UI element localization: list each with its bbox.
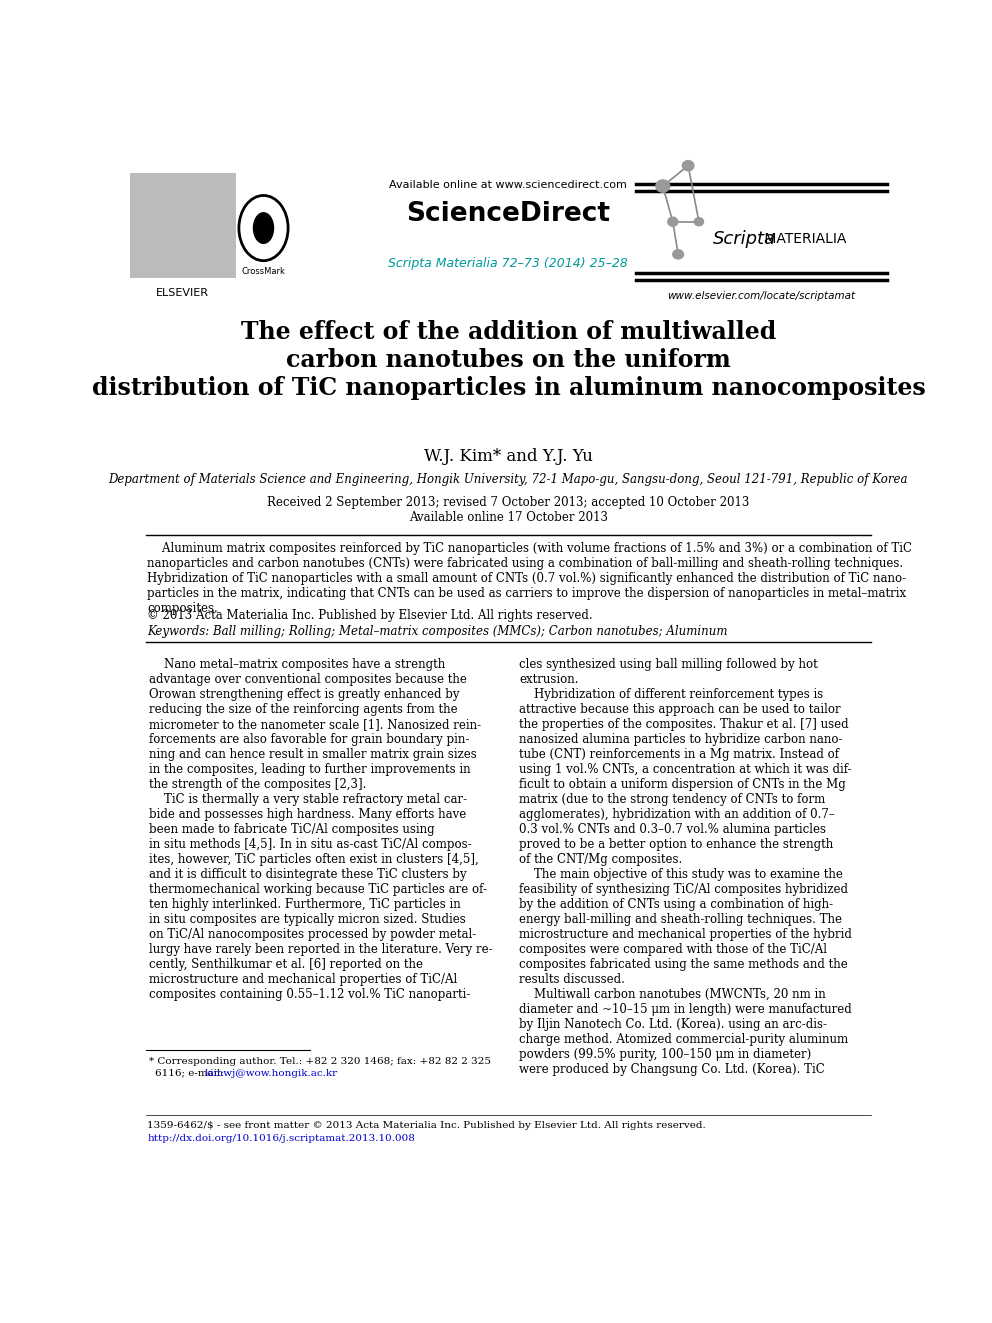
Ellipse shape	[673, 250, 683, 259]
Text: cles synthesized using ball milling followed by hot
extrusion.
    Hybridization: cles synthesized using ball milling foll…	[519, 658, 852, 1076]
Text: Available online at www.sciencedirect.com: Available online at www.sciencedirect.co…	[390, 180, 627, 191]
Text: * Corresponding author. Tel.: +82 2 320 1468; fax: +82 82 2 325: * Corresponding author. Tel.: +82 2 320 …	[149, 1057, 491, 1065]
Text: Scripta: Scripta	[713, 230, 776, 249]
Text: ELSEVIER: ELSEVIER	[156, 288, 208, 298]
Ellipse shape	[682, 160, 694, 171]
Text: Scripta Materialia 72–73 (2014) 25–28: Scripta Materialia 72–73 (2014) 25–28	[389, 257, 628, 270]
Ellipse shape	[656, 180, 670, 192]
Text: 1359-6462/$ - see front matter © 2013 Acta Materialia Inc. Published by Elsevier: 1359-6462/$ - see front matter © 2013 Ac…	[147, 1122, 706, 1130]
Ellipse shape	[254, 213, 274, 243]
Ellipse shape	[668, 217, 678, 226]
Bar	[130, 172, 236, 278]
Text: CrossMark: CrossMark	[242, 266, 286, 275]
Text: © 2013 Acta Materialia Inc. Published by Elsevier Ltd. All rights reserved.: © 2013 Acta Materialia Inc. Published by…	[147, 609, 593, 622]
Text: kimwj@wow.hongik.ac.kr: kimwj@wow.hongik.ac.kr	[204, 1069, 337, 1078]
Text: Department of Materials Science and Engineering, Hongik University, 72-1 Mapo-gu: Department of Materials Science and Engi…	[109, 472, 908, 486]
Text: MATERIALIA: MATERIALIA	[760, 232, 846, 246]
Text: http://dx.doi.org/10.1016/j.scriptamat.2013.10.008: http://dx.doi.org/10.1016/j.scriptamat.2…	[147, 1134, 415, 1143]
Text: ScienceDirect: ScienceDirect	[407, 201, 610, 228]
Text: Aluminum matrix composites reinforced by TiC nanoparticles (with volume fraction: Aluminum matrix composites reinforced by…	[147, 542, 913, 615]
Ellipse shape	[694, 218, 703, 226]
Text: The effect of the addition of multiwalled
carbon nanotubes on the uniform
distri: The effect of the addition of multiwalle…	[91, 320, 926, 400]
Text: Nano metal–matrix composites have a strength
advantage over conventional composi: Nano metal–matrix composites have a stre…	[149, 658, 492, 1000]
Text: 6116; e-mail:: 6116; e-mail:	[155, 1069, 227, 1078]
Text: www.elsevier.com/locate/scriptamat: www.elsevier.com/locate/scriptamat	[667, 291, 855, 302]
Text: Keywords: Ball milling; Rolling; Metal–matrix composites (MMCs); Carbon nanotube: Keywords: Ball milling; Rolling; Metal–m…	[147, 624, 728, 638]
Text: W.J. Kim* and Y.J. Yu: W.J. Kim* and Y.J. Yu	[424, 447, 593, 464]
Text: Received 2 September 2013; revised 7 October 2013; accepted 10 October 2013
Avai: Received 2 September 2013; revised 7 Oct…	[267, 496, 750, 524]
